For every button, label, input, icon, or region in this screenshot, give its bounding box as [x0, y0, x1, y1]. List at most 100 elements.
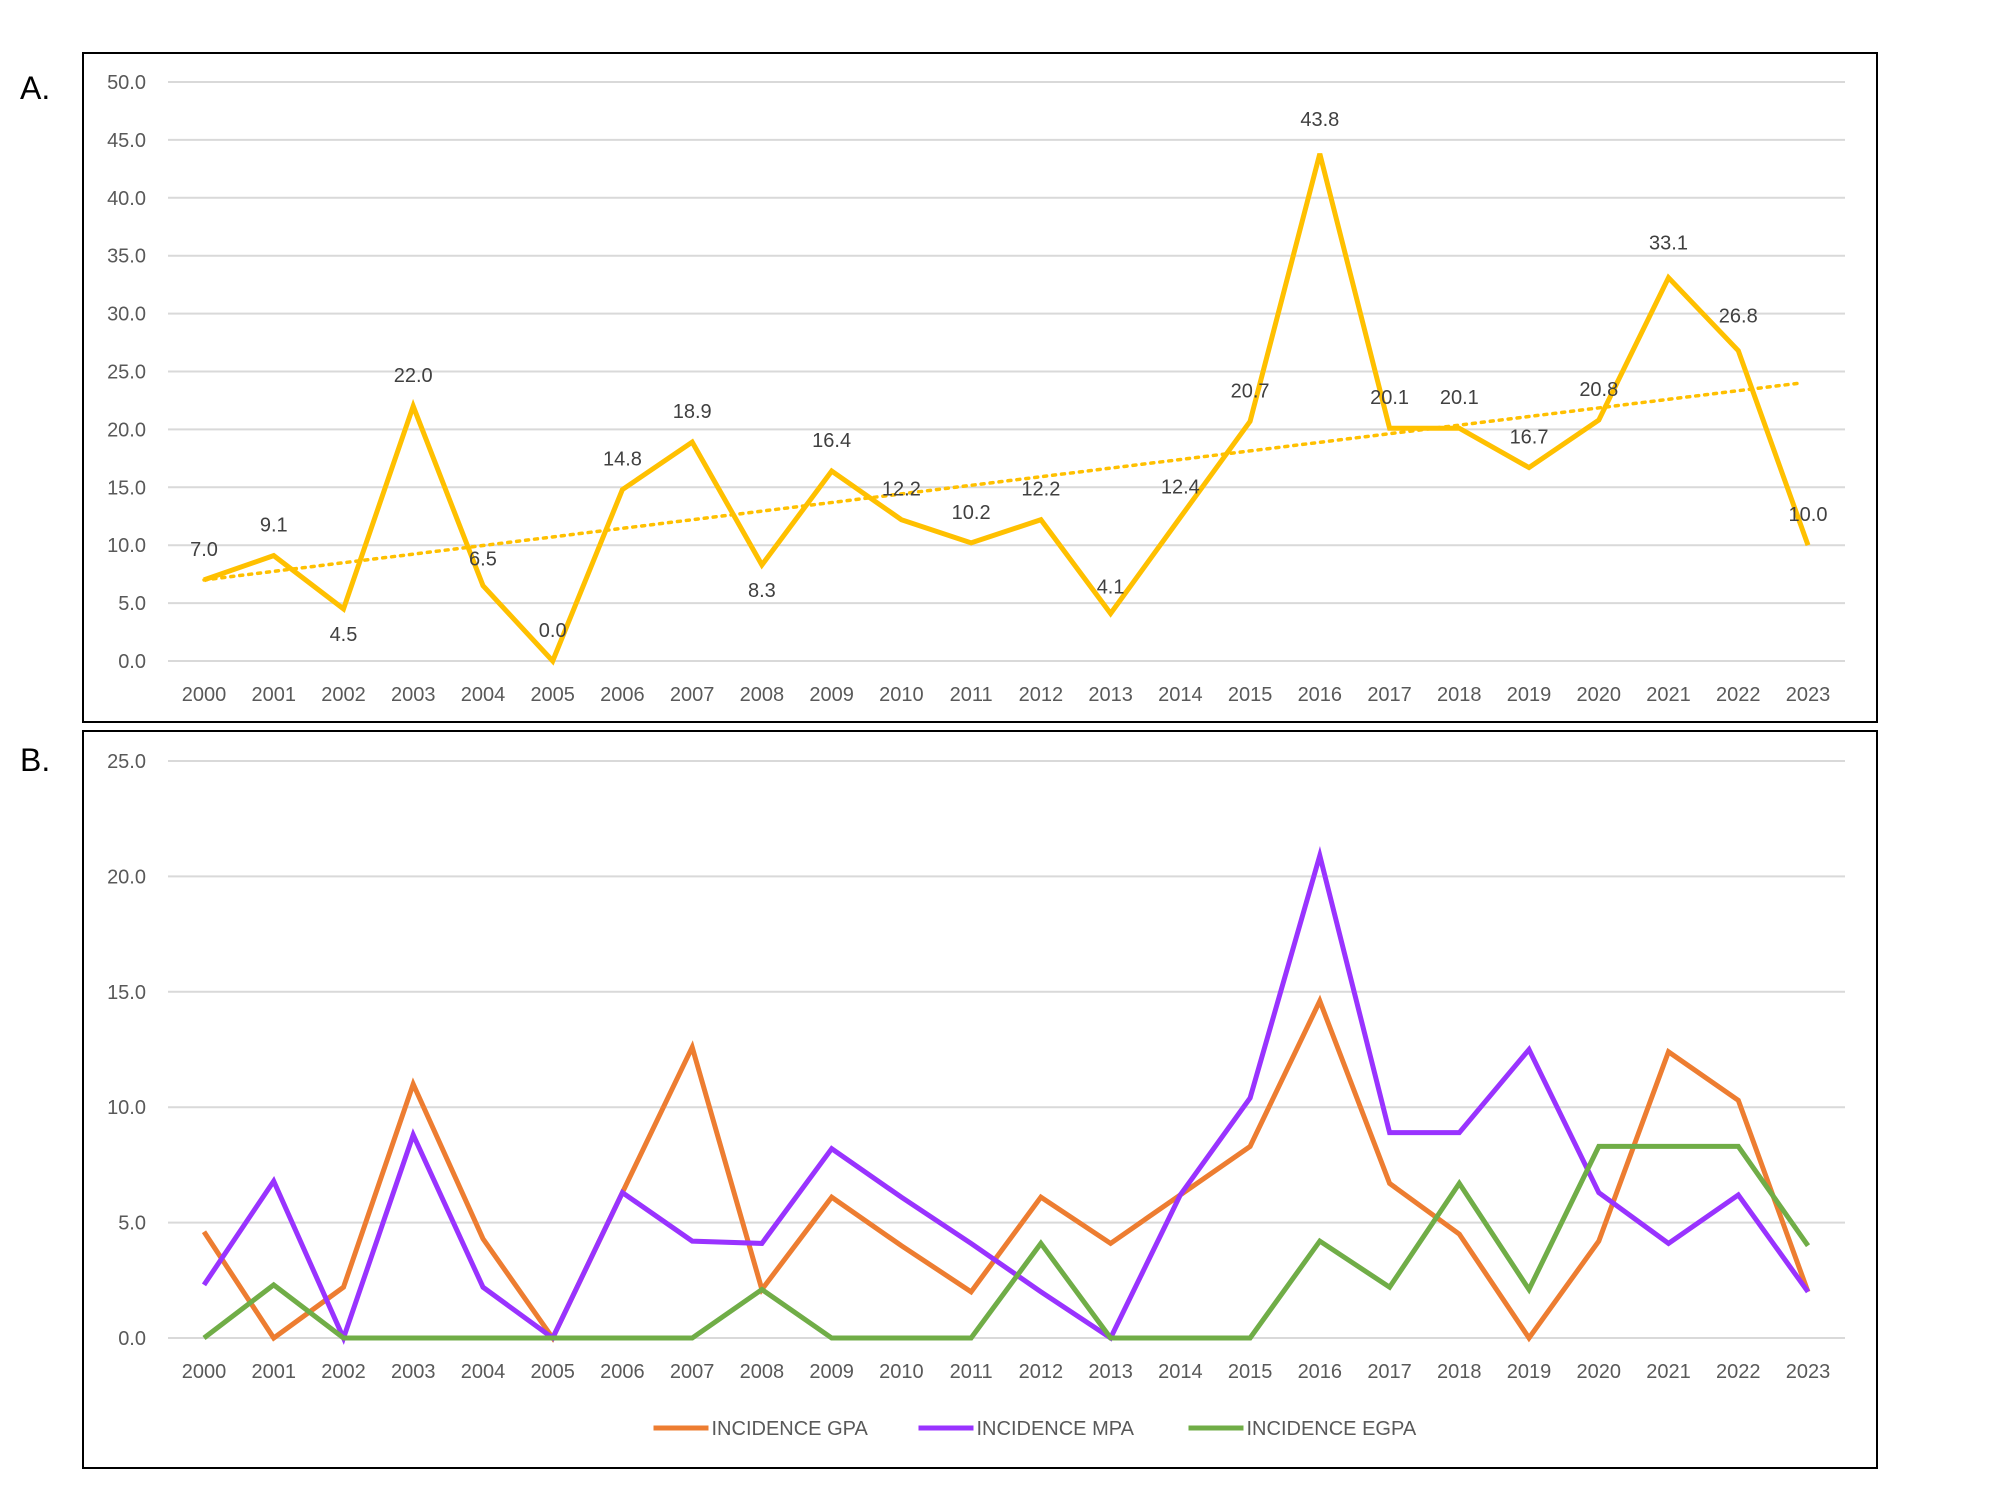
panel-a-x-tick-label: 2005 — [530, 684, 575, 706]
panel-a-data-label: 4.1 — [1097, 577, 1125, 599]
panel-b-x-tick-label: 2014 — [1158, 1361, 1203, 1383]
panel-a-trendline — [202, 381, 1802, 582]
panel-a-data-label: 18.9 — [673, 401, 712, 423]
panel-a-x-tick-label: 2002 — [321, 684, 366, 706]
panel-b-x-tick-label: 2019 — [1507, 1361, 1552, 1383]
panel-b-x-tick-label: 2005 — [530, 1361, 575, 1383]
panel-a-data-label: 20.1 — [1440, 387, 1479, 409]
panel-b-x-tick-label: 2012 — [1019, 1361, 1064, 1383]
panel-b-series-incidence-egpa-line — [202, 1143, 1811, 1341]
panel-b-label: B. — [20, 742, 51, 778]
panel-b-x-tick-label: 2009 — [809, 1361, 854, 1383]
panel-b-y-tick-label: 15.0 — [107, 982, 146, 1004]
panel-a-data-label: 6.5 — [469, 549, 497, 571]
panel-a-y-tick-label: 30.0 — [107, 304, 146, 326]
panel-b-series-incidence-mpa-line — [201, 845, 1811, 1345]
panel-b-x-tick-label: 2004 — [461, 1361, 506, 1383]
panel-a-data-label: 20.8 — [1579, 379, 1618, 401]
panel-a-y-tick-label: 25.0 — [107, 362, 146, 384]
panel-a-y-tick-label: 15.0 — [107, 477, 146, 499]
panel-a-data-label: 12.4 — [1161, 476, 1200, 498]
panel-a-x-tick-label: 2009 — [809, 684, 854, 706]
panel-b-frame — [82, 730, 1878, 1469]
panel-a-data-label: 26.8 — [1719, 306, 1758, 328]
panel-b-x-tick-label: 2007 — [670, 1361, 715, 1383]
panel-a-x-tick-label: 2022 — [1716, 684, 1761, 706]
panel-b-legend-label-incidence-egpa: INCIDENCE EGPA — [1247, 1418, 1417, 1440]
panel-b-x-tick-label: 2020 — [1577, 1361, 1622, 1383]
panel-b-x-tick-label: 2013 — [1088, 1361, 1133, 1383]
panel-a-data-label: 14.8 — [603, 449, 642, 471]
panel-a-x-tick-label: 2018 — [1437, 684, 1482, 706]
panel-a-x-tick-label: 2000 — [182, 684, 227, 706]
panel-b-x-tick-label: 2016 — [1298, 1361, 1343, 1383]
panel-b-x-tick-label: 2022 — [1716, 1361, 1761, 1383]
panel-a-x-tick-label: 2011 — [950, 684, 993, 706]
panel-a-y-tick-label: 5.0 — [118, 593, 146, 615]
panel-a-x-tick-label: 2019 — [1507, 684, 1552, 706]
panel-b-x-tick-label: 2018 — [1437, 1361, 1482, 1383]
panel-a-data-label: 7.0 — [190, 539, 218, 561]
panel-a-x-tick-label: 2001 — [251, 684, 296, 706]
panel-a-x-tick-label: 2015 — [1228, 684, 1273, 706]
panel-b-x-tick-label: 2003 — [391, 1361, 436, 1383]
panel-a-data-label: 10.2 — [952, 502, 991, 524]
panel-a-y-tick-label: 20.0 — [107, 419, 146, 441]
panel-a-data-label: 20.1 — [1370, 387, 1409, 409]
panel-b-x-tick-label: 2001 — [251, 1361, 296, 1383]
panel-a-x-tick-label: 2017 — [1367, 684, 1412, 706]
panel-a-x-tick-label: 2008 — [740, 684, 785, 706]
panel-b-legend-label-incidence-mpa: INCIDENCE MPA — [977, 1418, 1135, 1440]
panel-a-data-label: 20.7 — [1231, 380, 1270, 402]
panel-a-y-tick-label: 10.0 — [107, 535, 146, 557]
panel-a-data-label: 12.2 — [1021, 479, 1060, 501]
panel-b-x-tick-label: 2010 — [879, 1361, 924, 1383]
panel-a-x-tick-label: 2004 — [461, 684, 506, 706]
panel-a-data-label: 12.2 — [882, 479, 921, 501]
panel-a-data-label: 8.3 — [748, 580, 776, 602]
panel-a-x-tick-label: 2006 — [600, 684, 645, 706]
panel-a-data-label: 22.0 — [394, 365, 433, 387]
panel-a-x-tick-label: 2023 — [1786, 684, 1831, 706]
panel-b-y-tick-label: 20.0 — [107, 866, 146, 888]
panel-b-y-tick-label: 0.0 — [118, 1328, 146, 1350]
panel-a-x-tick-label: 2014 — [1158, 684, 1203, 706]
panel-a-data-label: 43.8 — [1300, 109, 1339, 131]
panel-b-series-incidence-gpa-line — [201, 994, 1811, 1343]
panel-a-data-label: 0.0 — [539, 620, 567, 642]
panel-b-x-tick-label: 2021 — [1646, 1361, 1691, 1383]
panel-a-series-incidence-line — [203, 153, 1811, 666]
panel-b-x-tick-label: 2002 — [321, 1361, 366, 1383]
panel-b-x-tick-label: 2015 — [1228, 1361, 1273, 1383]
panel-a-data-label: 16.7 — [1510, 427, 1549, 449]
panel-a-data-label: 16.4 — [812, 430, 851, 452]
panel-a-x-tick-label: 2003 — [391, 684, 436, 706]
panel-a-label: A. — [20, 70, 51, 106]
panel-b-x-tick-label: 2006 — [600, 1361, 645, 1383]
panel-b-x-tick-label: 2017 — [1367, 1361, 1412, 1383]
panel-b-legend-label-incidence-gpa: INCIDENCE GPA — [712, 1418, 869, 1440]
panel-a-x-tick-label: 2007 — [670, 684, 715, 706]
panel-a-data-label: 33.1 — [1649, 233, 1688, 255]
panel-a-x-tick-label: 2010 — [879, 684, 924, 706]
panel-a-y-tick-label: 40.0 — [107, 188, 146, 210]
panel-a-data-label: 9.1 — [260, 515, 288, 537]
panel-b-x-tick-label: 2011 — [950, 1361, 993, 1383]
panel-b-x-tick-label: 2008 — [740, 1361, 785, 1383]
panel-a-y-tick-label: 35.0 — [107, 246, 146, 268]
panel-a-data-label: 10.0 — [1789, 504, 1828, 526]
panel-b-x-tick-label: 2000 — [182, 1361, 227, 1383]
panel-a-x-tick-label: 2020 — [1577, 684, 1622, 706]
panel-a-y-tick-label: 45.0 — [107, 130, 146, 152]
panel-a-data-label: 4.5 — [330, 624, 358, 646]
panel-a-x-tick-label: 2012 — [1019, 684, 1064, 706]
panel-a-x-tick-label: 2013 — [1088, 684, 1133, 706]
panel-a-frame — [82, 52, 1878, 723]
panel-a-x-tick-label: 2021 — [1646, 684, 1691, 706]
panel-b-x-tick-label: 2023 — [1786, 1361, 1831, 1383]
panel-a-x-tick-label: 2016 — [1298, 684, 1343, 706]
panel-b-y-tick-label: 10.0 — [107, 1097, 146, 1119]
panel-b-y-tick-label: 25.0 — [107, 751, 146, 773]
panel-a-y-tick-label: 50.0 — [107, 72, 146, 94]
